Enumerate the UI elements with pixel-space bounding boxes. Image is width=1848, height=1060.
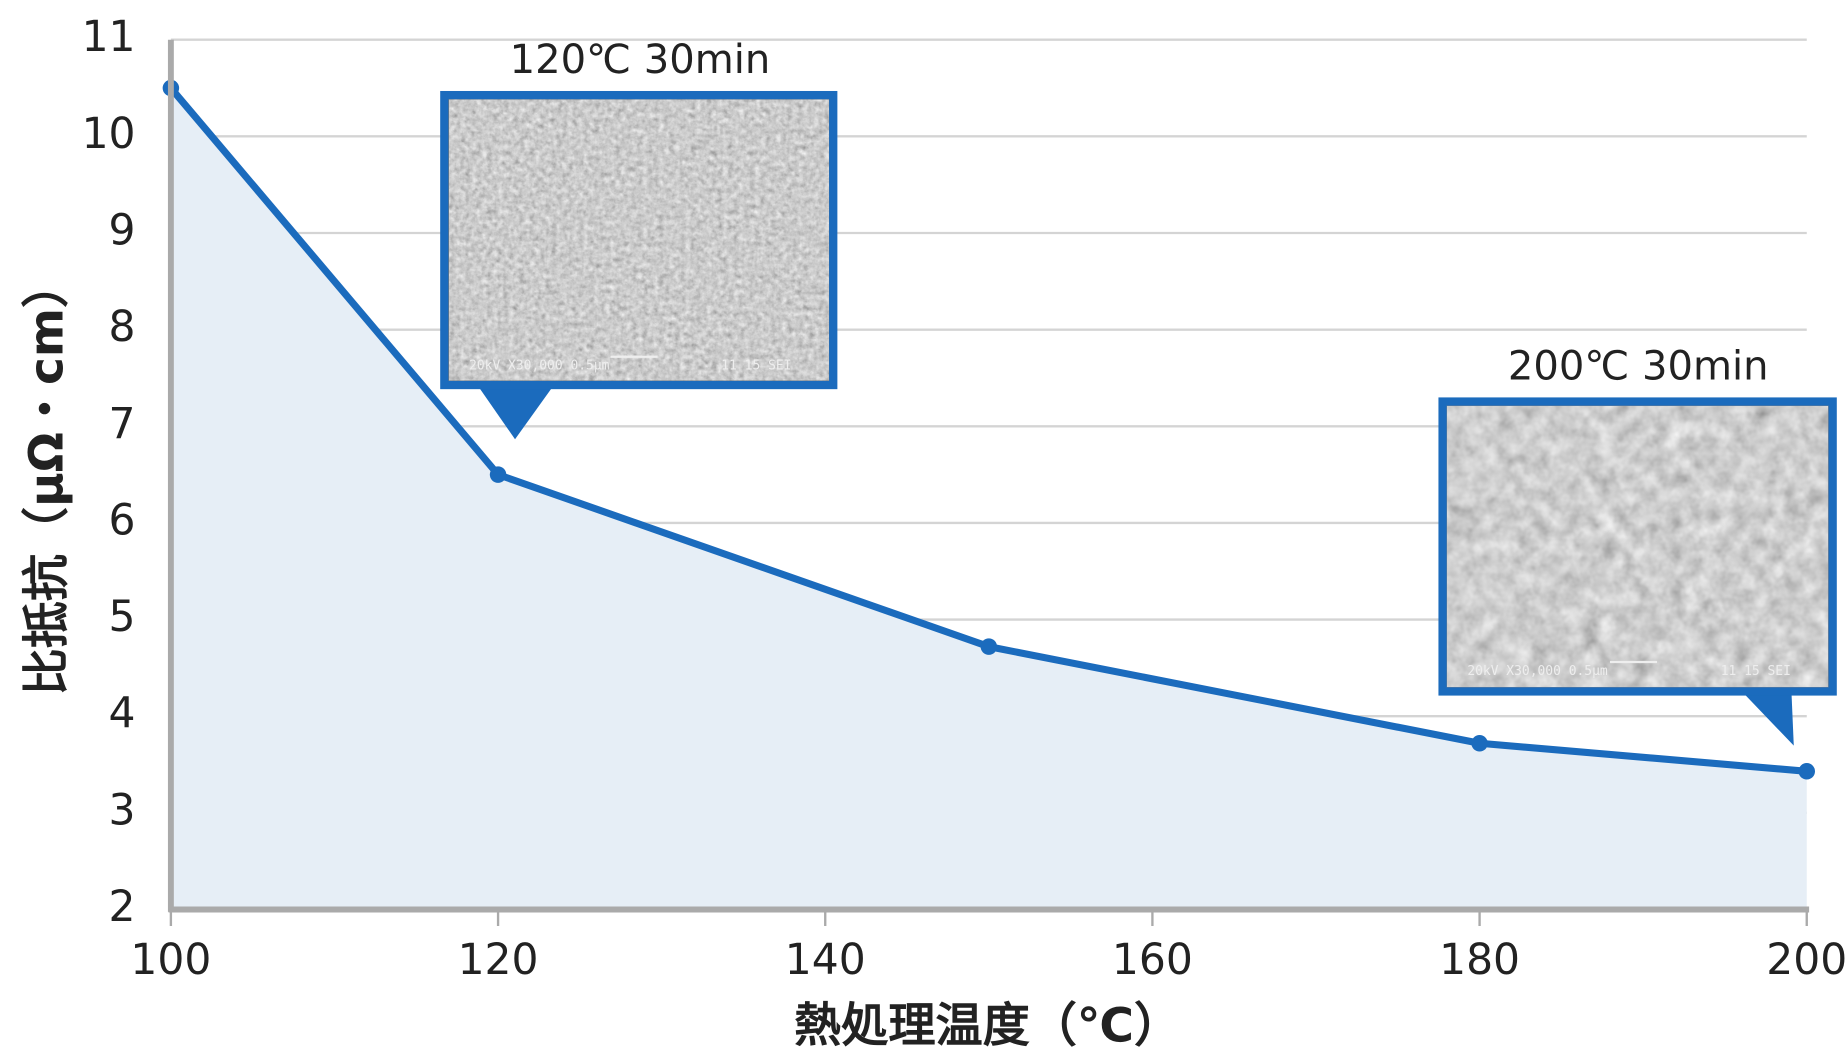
point	[1798, 763, 1815, 780]
y-tick-label: 8	[109, 303, 136, 352]
x-tick-label: 180	[1439, 936, 1520, 985]
inset-label: 200℃ 30min	[1508, 344, 1769, 390]
sem-caption: 11 15 SEI	[721, 359, 791, 374]
y-tick-label: 7	[109, 400, 136, 449]
inset-120: 120℃ 30min 20kV X30,000 0.5μm 11 15 SEI	[440, 37, 838, 440]
x-axis-title: 熱処理温度（℃）	[794, 999, 1181, 1054]
sem-caption: 11 15 SEI	[1721, 664, 1791, 679]
area	[170, 88, 1807, 910]
sem-image	[449, 99, 829, 381]
x-tick-label: 120	[458, 936, 539, 985]
y-tick-label: 4	[109, 690, 136, 739]
y-tick-label: 3	[109, 786, 136, 835]
point	[1471, 735, 1488, 752]
sem-image	[1447, 406, 1828, 687]
point	[489, 466, 507, 483]
x-tick-label: 140	[785, 936, 866, 985]
sem-caption: 20kV X30,000 0.5μm	[469, 359, 610, 374]
x-tick-label: 200	[1766, 936, 1847, 985]
y-tick-label: 9	[109, 207, 136, 256]
y-tick-label: 6	[109, 496, 136, 545]
y-tick-label: 5	[109, 593, 136, 642]
x-tick-label: 100	[130, 936, 211, 985]
point	[980, 638, 998, 655]
plot	[162, 79, 1815, 910]
y-tick-label: 10	[82, 110, 136, 159]
y-tick-label: 11	[82, 13, 136, 62]
y-tick-label: 2	[109, 883, 136, 932]
x-tick-label: 160	[1112, 936, 1193, 985]
callout-pointer	[477, 385, 554, 440]
ticks: 2 3 4 5 6 7 8 9 10 11 100 120 140 160 180 200	[82, 13, 1848, 985]
y-axis-title: 比抵抗（μΩ・cm）	[20, 261, 75, 696]
sem-caption: 20kV X30,000 0.5μm	[1467, 664, 1608, 679]
inset-label: 120℃ 30min	[510, 37, 771, 83]
callout-pointer	[1741, 691, 1794, 746]
inset-200: 200℃ 30min 20kV X30,000 0.5μm 11 15 SEI	[1438, 344, 1837, 746]
